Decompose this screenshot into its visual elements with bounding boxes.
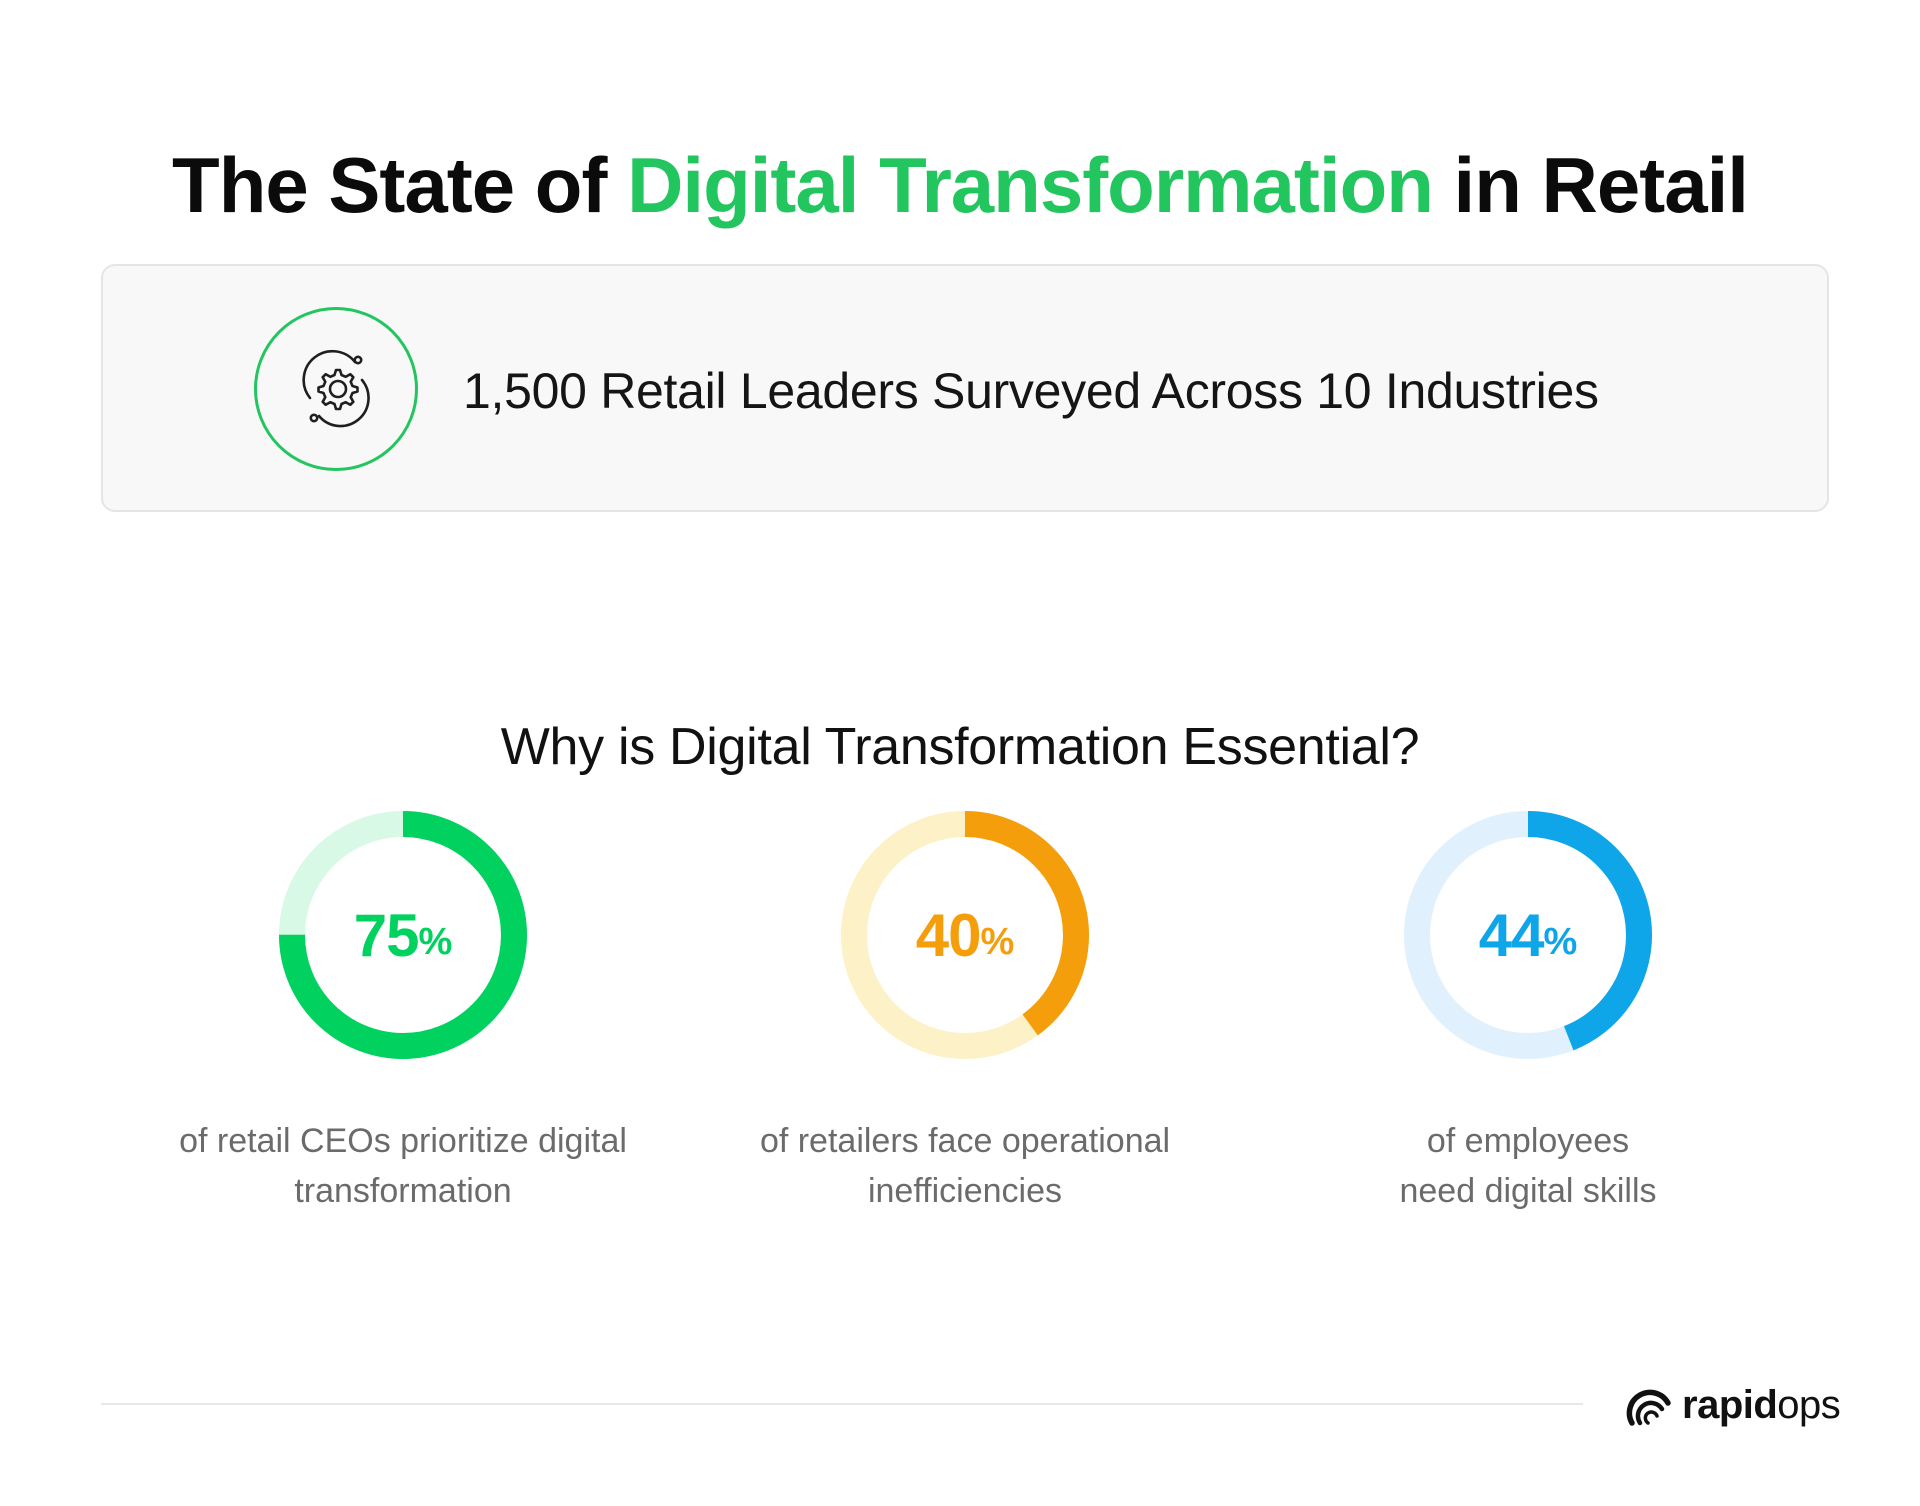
donut-svg-retailers xyxy=(841,811,1089,1059)
value-number-employees: 44 xyxy=(1478,901,1545,969)
donut-chart-retailers: 40% xyxy=(830,800,1100,1070)
title-part-1: The State of xyxy=(172,141,628,230)
brand-bold: rapid xyxy=(1682,1382,1778,1427)
donut-value-retailers: 40% xyxy=(830,800,1100,1070)
donut-arc-ceos xyxy=(279,811,527,1059)
donut-caption-employees: of employees need digital skills xyxy=(1268,1116,1788,1216)
donut-chart-ceos: 75% xyxy=(268,800,538,1070)
section-subtitle: Why is Digital Transformation Essential? xyxy=(500,718,1420,777)
donut-svg-ceos xyxy=(279,811,527,1059)
survey-icon-badge xyxy=(254,307,418,471)
value-unit-ceos: % xyxy=(418,920,453,963)
page-title: The State of Digital Transformation in R… xyxy=(0,140,1920,231)
gear-cycle-icon xyxy=(302,349,370,428)
donut-chart-employees: 44% xyxy=(1393,800,1663,1070)
value-unit-employees: % xyxy=(1543,920,1578,963)
caption-line: of retailers face operational xyxy=(759,1122,1171,1160)
donut-arc-employees xyxy=(1404,811,1652,1059)
value-number-retailers: 40 xyxy=(915,901,982,969)
caption-line: transformation xyxy=(294,1172,512,1210)
survey-card: 1,500 Retail Leaders Surveyed Across 10 … xyxy=(101,264,1829,512)
donut-caption-ceos: of retail CEOs prioritize digital transf… xyxy=(143,1116,663,1216)
caption-line: need digital skills xyxy=(1399,1172,1657,1210)
caption-line: inefficiencies xyxy=(867,1172,1063,1210)
donut-stat-ceos: 75% of retail CEOs prioritize digital tr… xyxy=(143,800,663,1216)
value-number-ceos: 75 xyxy=(353,901,420,969)
title-part-2: in Retail xyxy=(1432,141,1749,230)
caption-line: of retail CEOs prioritize digital xyxy=(179,1122,627,1160)
rapidops-logo-icon xyxy=(1626,1389,1671,1426)
caption-line: of employees xyxy=(1426,1122,1630,1160)
value-unit-retailers: % xyxy=(980,920,1015,963)
donut-stat-retailers: 40% of retailers face operational ineffi… xyxy=(705,800,1225,1216)
survey-stat-text: 1,500 Retail Leaders Surveyed Across 10 … xyxy=(463,363,1599,419)
brand-wordmark: rapidops xyxy=(1682,1382,1841,1428)
brand-light: ops xyxy=(1777,1382,1841,1427)
donut-svg-employees xyxy=(1404,811,1652,1059)
donut-arc-retailers xyxy=(841,811,1089,1059)
donut-value-ceos: 75% xyxy=(268,800,538,1070)
title-highlight: Digital Transformation xyxy=(627,141,1434,230)
rapidops-logo: rapidops xyxy=(1624,1375,1841,1435)
donut-stat-employees: 44% of employees need digital skills xyxy=(1268,800,1788,1216)
footer-divider xyxy=(101,1403,1583,1405)
donut-caption-retailers: of retailers face operational inefficien… xyxy=(705,1116,1225,1216)
donut-value-employees: 44% xyxy=(1393,800,1663,1070)
